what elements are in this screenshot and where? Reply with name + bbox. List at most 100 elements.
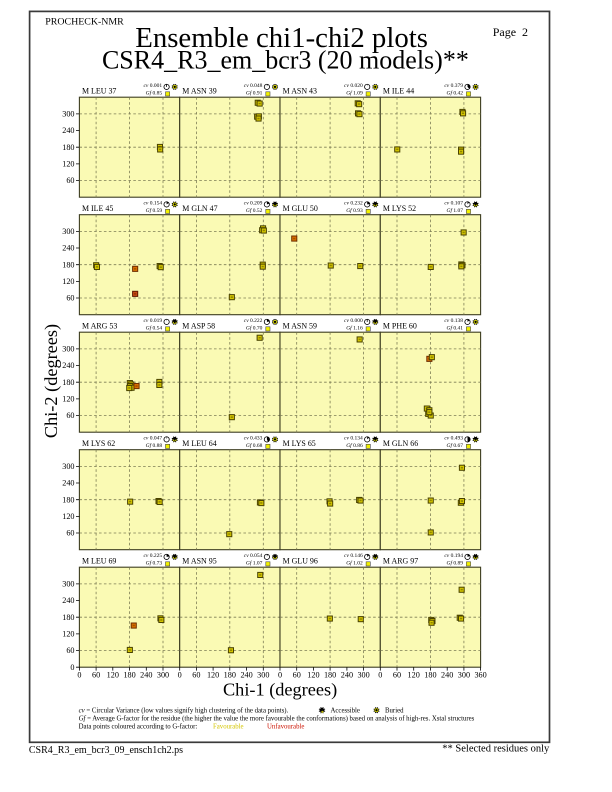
- svg-text:cv 0.138: cv 0.138: [444, 318, 463, 324]
- svg-text:Gf 1.07: Gf 1.07: [447, 207, 464, 214]
- svg-text:Favourable: Favourable: [213, 724, 244, 731]
- svg-text:M ARG 97: M ARG 97: [383, 557, 418, 566]
- svg-text:cv 0.232: cv 0.232: [344, 201, 363, 207]
- svg-text:Gf 1.09: Gf 1.09: [346, 89, 363, 96]
- svg-text:M GLU 50: M GLU 50: [283, 204, 318, 213]
- svg-text:240: 240: [62, 244, 74, 253]
- svg-text:0: 0: [378, 671, 382, 680]
- svg-text:M ASN 59: M ASN 59: [283, 322, 317, 331]
- svg-text:cv 0.493: cv 0.493: [444, 436, 463, 442]
- svg-text:cv 0.379: cv 0.379: [444, 83, 463, 89]
- svg-text:cv 0.146: cv 0.146: [344, 553, 363, 559]
- svg-text:180: 180: [62, 613, 74, 622]
- svg-text:180: 180: [424, 671, 436, 680]
- svg-text:300: 300: [257, 671, 269, 680]
- svg-text:240: 240: [62, 361, 74, 370]
- svg-text:M ILE 45: M ILE 45: [82, 204, 113, 213]
- svg-text:120: 120: [207, 671, 219, 680]
- svg-text:360: 360: [474, 671, 486, 680]
- svg-text:60: 60: [66, 411, 74, 420]
- svg-text:cv 0.048: cv 0.048: [244, 83, 263, 89]
- svg-text:60: 60: [66, 646, 74, 655]
- svg-text:Gf 1.07: Gf 1.07: [246, 559, 263, 566]
- svg-text:Gf 0.54: Gf 0.54: [146, 324, 163, 331]
- svg-text:Gf 0.88: Gf 0.88: [146, 442, 163, 449]
- svg-text:300: 300: [62, 462, 74, 471]
- svg-text:M LYS 52: M LYS 52: [383, 204, 416, 213]
- svg-text:180: 180: [62, 143, 74, 152]
- svg-text:180: 180: [224, 671, 236, 680]
- svg-text:300: 300: [62, 110, 74, 119]
- svg-text:M LYS 65: M LYS 65: [283, 439, 316, 448]
- svg-text:M ARG 53: M ARG 53: [82, 322, 117, 331]
- svg-text:240: 240: [62, 596, 74, 605]
- svg-text:Page 2: Page 2: [493, 25, 528, 39]
- svg-text:60: 60: [293, 671, 301, 680]
- svg-text:240: 240: [341, 671, 353, 680]
- svg-text:M ASN 39: M ASN 39: [182, 87, 216, 96]
- svg-text:240: 240: [441, 671, 453, 680]
- svg-text:Gf 1.02: Gf 1.02: [346, 559, 363, 566]
- svg-text:M LEU 37: M LEU 37: [82, 87, 116, 96]
- svg-text:180: 180: [62, 260, 74, 269]
- svg-text:120: 120: [107, 671, 119, 680]
- svg-text:Chi-1 (degrees): Chi-1 (degrees): [223, 679, 337, 700]
- svg-text:Gf 0.86: Gf 0.86: [346, 442, 363, 449]
- svg-text:60: 60: [66, 529, 74, 538]
- svg-text:Gf = Average G-factor for the: Gf = Average G-factor for the residue (t…: [79, 716, 475, 723]
- svg-text:Gf 0.70: Gf 0.70: [246, 324, 263, 331]
- svg-text:300: 300: [458, 671, 470, 680]
- svg-text:M LEU 69: M LEU 69: [82, 557, 116, 566]
- svg-text:cv 0.209: cv 0.209: [244, 201, 263, 207]
- svg-text:cv 0.000: cv 0.000: [344, 318, 363, 324]
- svg-text:M ASN 43: M ASN 43: [283, 87, 317, 96]
- svg-text:M ILE 44: M ILE 44: [383, 87, 414, 96]
- svg-text:Buried: Buried: [385, 708, 404, 715]
- svg-text:60: 60: [66, 176, 74, 185]
- svg-text:120: 120: [307, 671, 319, 680]
- svg-text:120: 120: [62, 512, 74, 521]
- svg-text:240: 240: [62, 479, 74, 488]
- svg-text:Unfavourable: Unfavourable: [267, 724, 304, 731]
- svg-text:0: 0: [178, 671, 182, 680]
- svg-text:cv = Circular Variance (low va: cv = Circular Variance (low values signi…: [79, 708, 289, 715]
- svg-text:Gf 0.52: Gf 0.52: [246, 207, 263, 214]
- svg-text:cv 0.154: cv 0.154: [143, 201, 162, 207]
- svg-text:Gf 0.42: Gf 0.42: [447, 89, 464, 96]
- svg-text:Accessible: Accessible: [331, 708, 360, 715]
- svg-text:M GLU 96: M GLU 96: [283, 557, 318, 566]
- svg-text:M PHE 60: M PHE 60: [383, 322, 417, 331]
- svg-text:** Selected residues only: ** Selected residues only: [442, 744, 550, 755]
- svg-text:cv 0.019: cv 0.019: [143, 318, 162, 324]
- svg-text:180: 180: [62, 495, 74, 504]
- svg-text:240: 240: [140, 671, 152, 680]
- svg-text:M LYS 62: M LYS 62: [82, 439, 115, 448]
- svg-text:CSR4_R3_em_bcr3 (20 models)**: CSR4_R3_em_bcr3 (20 models)**: [102, 46, 469, 75]
- svg-text:Gf 0.89: Gf 0.89: [447, 559, 464, 566]
- svg-text:120: 120: [62, 630, 74, 639]
- svg-text:cv 0.433: cv 0.433: [244, 436, 263, 442]
- svg-text:cv 0.001: cv 0.001: [143, 83, 162, 89]
- svg-text:240: 240: [240, 671, 252, 680]
- svg-text:Gf 0.93: Gf 0.93: [346, 207, 363, 214]
- svg-text:Gf 0.91: Gf 0.91: [246, 89, 263, 96]
- svg-text:Gf 0.67: Gf 0.67: [447, 442, 464, 449]
- svg-text:Gf 0.41: Gf 0.41: [447, 324, 464, 331]
- svg-text:cv 0.225: cv 0.225: [143, 553, 162, 559]
- svg-text:300: 300: [62, 580, 74, 589]
- svg-text:120: 120: [408, 671, 420, 680]
- svg-text:Data points coloured according: Data points coloured according to G-fact…: [79, 724, 198, 731]
- svg-text:M ASP 58: M ASP 58: [182, 322, 215, 331]
- svg-text:Gf 0.85: Gf 0.85: [146, 89, 163, 96]
- svg-text:300: 300: [62, 345, 74, 354]
- svg-text:120: 120: [62, 395, 74, 404]
- svg-text:cv 0.134: cv 0.134: [344, 436, 363, 442]
- svg-text:300: 300: [62, 227, 74, 236]
- svg-text:Ensemble chi1-chi2 plots: Ensemble chi1-chi2 plots: [135, 22, 428, 54]
- svg-text:M GLN 47: M GLN 47: [182, 204, 217, 213]
- svg-text:cv 0.107: cv 0.107: [444, 201, 463, 207]
- svg-text:300: 300: [357, 671, 369, 680]
- svg-text:PROCHECK-NMR: PROCHECK-NMR: [45, 16, 124, 27]
- svg-text:300: 300: [157, 671, 169, 680]
- svg-text:60: 60: [66, 294, 74, 303]
